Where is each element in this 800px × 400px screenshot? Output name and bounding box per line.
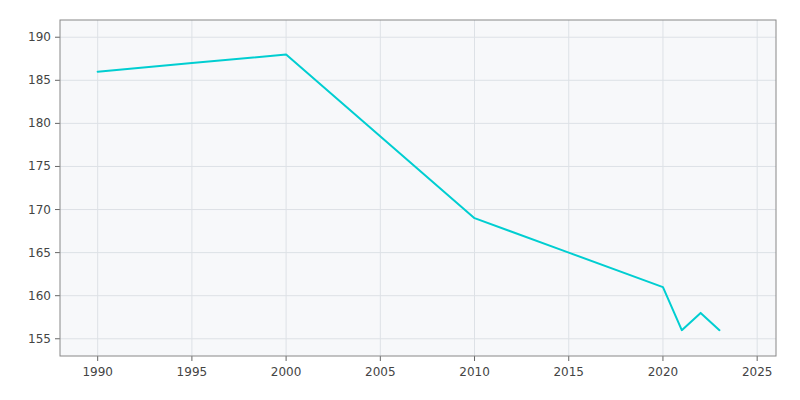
y-tick-label: 190 bbox=[28, 30, 51, 44]
y-grid-line bbox=[60, 338, 776, 339]
plot-frame bbox=[60, 20, 776, 356]
x-grid-line bbox=[568, 20, 569, 356]
y-grid-line bbox=[60, 166, 776, 167]
y-grid-line bbox=[60, 295, 776, 296]
x-grid-line bbox=[286, 20, 287, 356]
y-tick-label: 185 bbox=[28, 73, 51, 87]
x-tick bbox=[568, 356, 569, 361]
y-tick bbox=[55, 209, 60, 210]
axes: 1990 1995 2000 2005 2010 2015 2020 2025 155 160 16… bbox=[28, 30, 772, 379]
x-grid-line bbox=[380, 20, 381, 356]
y-grid-line bbox=[60, 80, 776, 81]
page: {"chart_data": {"type": "line", "x": [19… bbox=[0, 0, 800, 400]
y-tick-label: 170 bbox=[28, 203, 51, 217]
y-grid-line bbox=[60, 37, 776, 38]
y-tick bbox=[55, 252, 60, 253]
y-tick-label: 180 bbox=[28, 116, 51, 130]
x-tick-label: 2000 bbox=[271, 365, 302, 379]
plot-background bbox=[60, 20, 776, 356]
chart-svg: 1990 1995 2000 2005 2010 2015 2020 2025 155 160 16… bbox=[0, 0, 800, 400]
x-tick-label: 1995 bbox=[177, 365, 208, 379]
x-tick-label: 2025 bbox=[742, 365, 773, 379]
y-tick-label: 175 bbox=[28, 159, 51, 173]
y-tick bbox=[55, 166, 60, 167]
y-tick-label: 165 bbox=[28, 246, 51, 260]
y-tick bbox=[55, 37, 60, 38]
x-tick bbox=[97, 356, 98, 361]
x-tick bbox=[380, 356, 381, 361]
x-grid-line bbox=[97, 20, 98, 356]
y-grid-line bbox=[60, 252, 776, 253]
y-tick bbox=[55, 338, 60, 339]
y-tick bbox=[55, 123, 60, 124]
x-tick-label: 2005 bbox=[365, 365, 396, 379]
population-line bbox=[98, 54, 720, 330]
y-grid-line bbox=[60, 209, 776, 210]
x-tick bbox=[286, 356, 287, 361]
x-grid-line bbox=[757, 20, 758, 356]
x-tick-label: 2010 bbox=[459, 365, 490, 379]
x-grid-line bbox=[474, 20, 475, 356]
y-tick-label: 155 bbox=[28, 332, 51, 346]
x-tick bbox=[757, 356, 758, 361]
x-tick bbox=[474, 356, 475, 361]
x-tick-label: 2015 bbox=[553, 365, 584, 379]
y-tick bbox=[55, 295, 60, 296]
x-tick-label: 1990 bbox=[82, 365, 113, 379]
x-grid-line bbox=[191, 20, 192, 356]
y-tick-label: 160 bbox=[28, 289, 51, 303]
y-tick bbox=[55, 80, 60, 81]
x-tick bbox=[191, 356, 192, 361]
grid bbox=[60, 20, 776, 356]
x-grid-line bbox=[662, 20, 663, 356]
x-tick bbox=[662, 356, 663, 361]
data-group bbox=[98, 54, 720, 330]
x-tick-label: 2020 bbox=[648, 365, 679, 379]
y-grid-line bbox=[60, 123, 776, 124]
chart-container: 1990 1995 2000 2005 2010 2015 2020 2025 155 160 16… bbox=[0, 0, 800, 400]
